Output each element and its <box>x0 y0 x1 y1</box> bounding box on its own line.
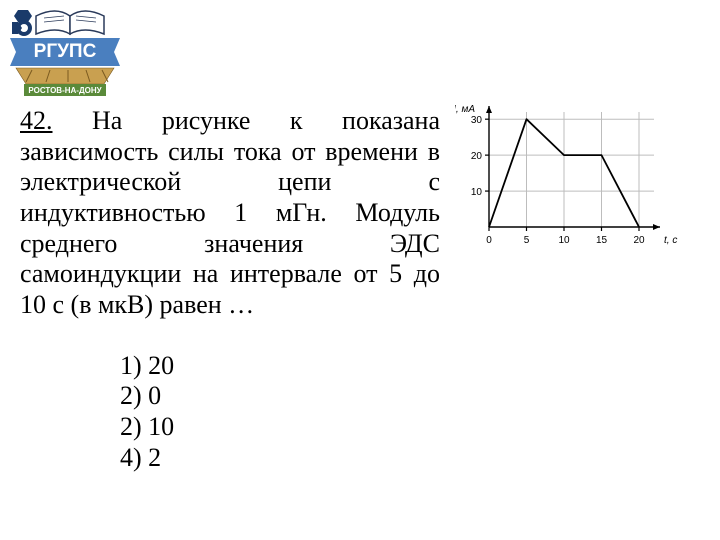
svg-text:20: 20 <box>471 151 483 162</box>
current-vs-time-chart: 0 5 10 15 20 10 20 30I, мА t, c <box>455 104 684 254</box>
svg-text:0: 0 <box>486 235 492 246</box>
answer-option: 4) 2 <box>120 443 700 474</box>
svg-text:10: 10 <box>558 235 570 246</box>
svg-text:15: 15 <box>596 235 608 246</box>
svg-text:I, мА: I, мА <box>455 104 475 115</box>
answer-option: 2) 10 <box>120 412 700 443</box>
answer-option: 1) 20 <box>120 351 700 382</box>
answer-list: 1) 20 2) 0 2) 10 4) 2 <box>120 351 700 474</box>
svg-text:t, c: t, c <box>664 235 677 246</box>
svg-text:20: 20 <box>633 235 645 246</box>
logo-text: РГУПС <box>34 41 97 62</box>
svg-text:30: 30 <box>471 115 483 126</box>
question-body: На рисунке к показана зависимость силы т… <box>20 106 440 319</box>
institution-logo: РГУПС РОСТОВ-НА-ДОНУ <box>10 8 120 103</box>
question-block: 42. На рисунке к показана зависимость си… <box>20 106 700 473</box>
svg-text:5: 5 <box>524 235 530 246</box>
logo-subtext: РОСТОВ-НА-ДОНУ <box>28 86 102 95</box>
svg-text:10: 10 <box>471 187 483 198</box>
question-text: 42. На рисунке к показана зависимость си… <box>20 106 440 321</box>
question-number: 42. <box>20 106 53 135</box>
answer-option: 2) 0 <box>120 381 700 412</box>
